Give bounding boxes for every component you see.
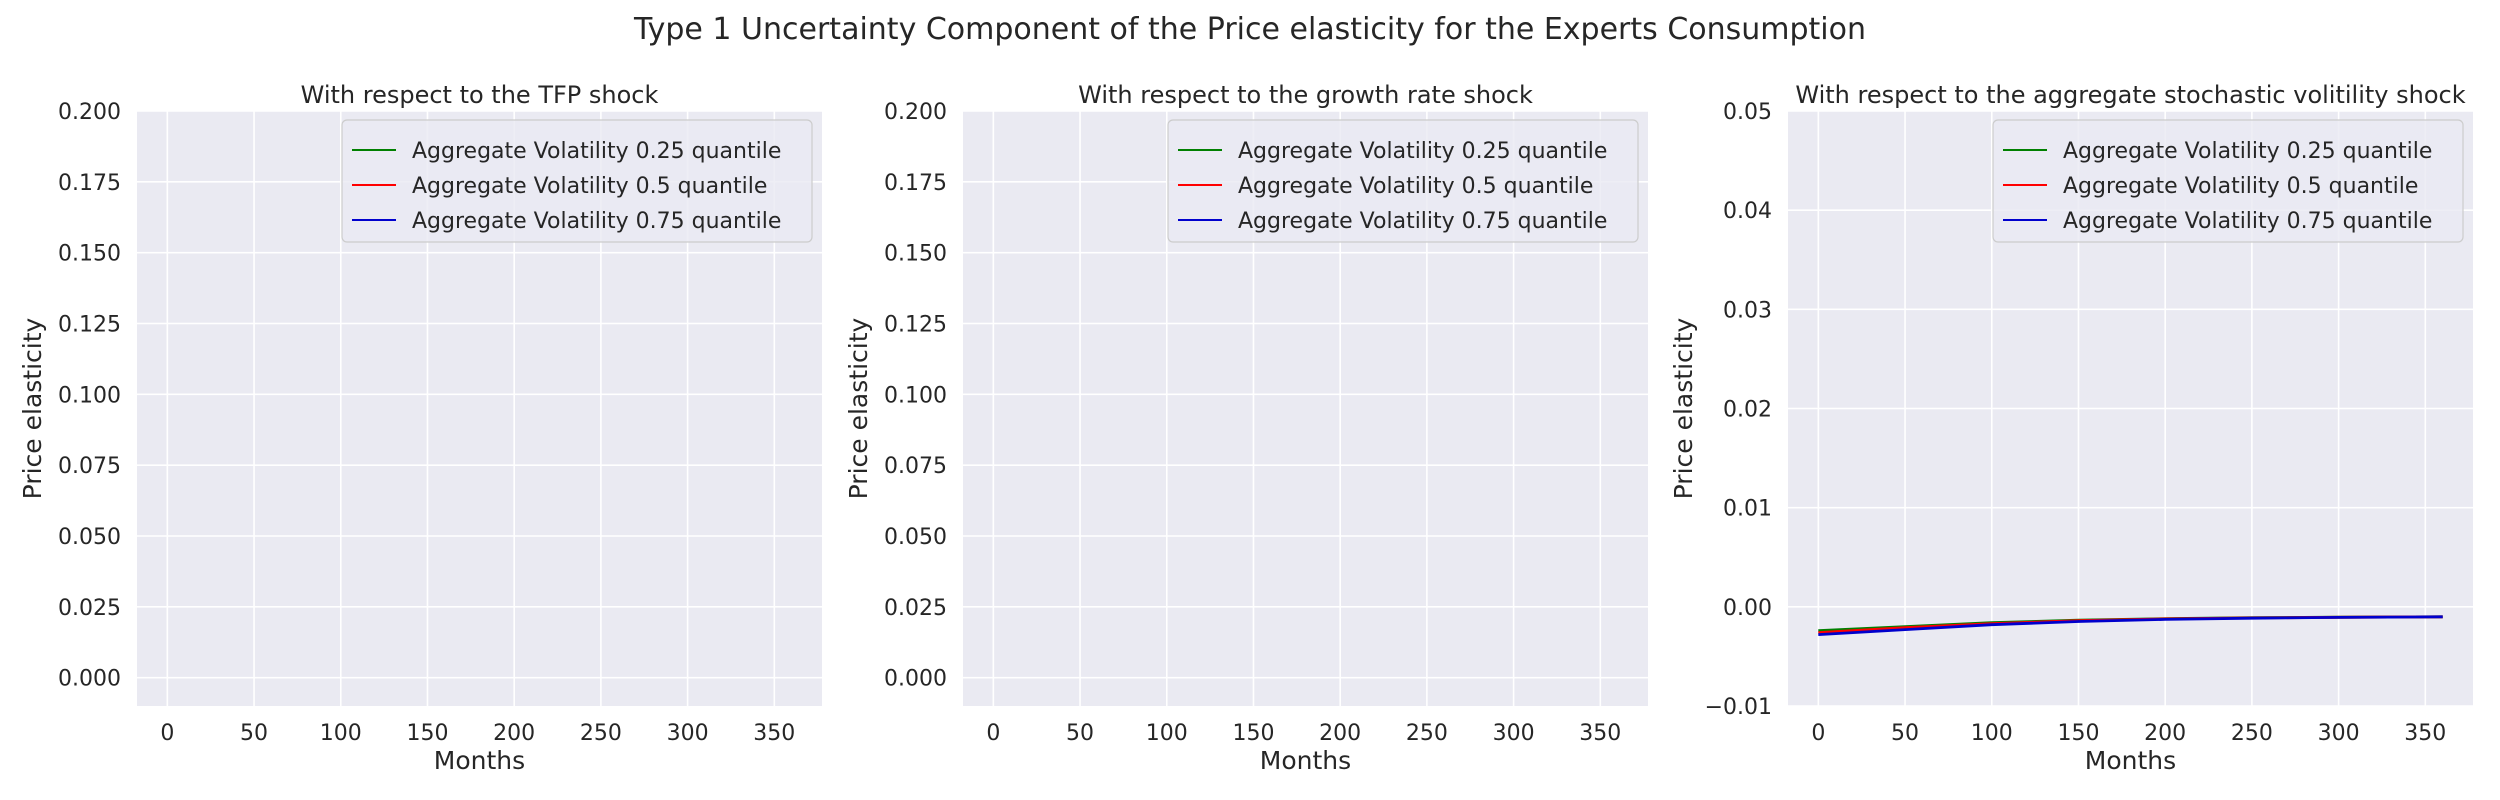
panel-title: With respect to the growth rate shock [1078,81,1533,109]
chart-panel-2: 0 50 100 150 200 250 300 350 0.000 0.025 0.050 0.07… [844,81,1648,775]
x-tick-label: 0 [160,721,174,746]
y-tick-label: 0.150 [884,242,947,267]
y-tick-label: 0.02 [1723,398,1772,423]
x-tick-label: 300 [1493,721,1535,746]
y-axis-label: Price elasticity [18,317,47,499]
legend-label: Aggregate Volatility 0.5 quantile [2063,174,2418,199]
y-tick-label: 0.050 [884,525,947,550]
chart-panel-3: 0 50 100 150 200 250 300 350 −0.01 0.00 0.01 0.02 0.… [1669,81,2473,775]
y-tick-label: 0.175 [884,171,947,196]
x-tick-label: 250 [1406,721,1448,746]
y-tick-label: 0.01 [1723,497,1772,522]
x-axis-label: Months [434,746,525,775]
legend-label: Aggregate Volatility 0.5 quantile [412,174,767,199]
series-line-3 [1818,615,2443,636]
panel-title: With respect to the aggregate stochastic… [1795,81,2465,109]
y-tick-label: 0.025 [58,596,121,621]
y-tick-label: 0.000 [884,667,947,692]
x-axis-label: Months [2085,746,2176,775]
legend-label: Aggregate Volatility 0.25 quantile [2063,139,2432,164]
x-tick-label: 300 [667,721,709,746]
legend-label: Aggregate Volatility 0.75 quantile [412,209,781,234]
x-tick-label: 250 [580,721,622,746]
y-axis-label: Price elasticity [844,317,873,499]
y-axis-label: Price elasticity [1669,317,1698,499]
legend-label: Aggregate Volatility 0.75 quantile [1238,209,1607,234]
y-tick-label: 0.100 [884,383,947,408]
figure-title: Type 1 Uncertainty Component of the Pric… [633,12,1866,47]
y-tick-label: 0.125 [58,313,121,338]
x-tick-label: 200 [493,721,535,746]
y-tick-label: 0.100 [58,383,121,408]
y-tick-label: 0.125 [884,313,947,338]
x-tick-label: 0 [986,721,1000,746]
x-tick-label: 50 [240,721,268,746]
y-tick-label: 0.03 [1723,298,1772,323]
x-tick-label: 100 [1971,721,2013,746]
y-tick-label: 0.075 [58,454,121,479]
legend: Aggregate Volatility 0.25 quantile Aggreg… [1167,119,1639,243]
x-tick-label: 350 [1579,721,1621,746]
legend-label: Aggregate Volatility 0.25 quantile [412,139,781,164]
legend: Aggregate Volatility 0.25 quantile Aggreg… [1992,119,2464,243]
x-tick-label: 150 [1232,721,1274,746]
y-tick-label: 0.075 [884,454,947,479]
x-tick-label: 0 [1811,721,1825,746]
chart-panel-1: 0 50 100 150 200 250 300 350 0.000 0.025 0.050 0.07… [18,81,822,775]
x-tick-label: 350 [753,721,795,746]
y-tick-label: 0.04 [1723,199,1772,224]
x-tick-label: 300 [2318,721,2360,746]
y-tick-label: 0.025 [884,596,947,621]
y-tick-label: 0.05 [1723,100,1772,125]
y-tick-label: 0.200 [58,100,121,125]
x-tick-label: 50 [1891,721,1919,746]
y-tick-label: 0.175 [58,171,121,196]
x-tick-label: 200 [2144,721,2186,746]
legend-box [341,119,813,243]
legend-box [1992,119,2464,243]
x-tick-label: 100 [1146,721,1188,746]
y-tick-label: 0.00 [1723,596,1772,621]
x-axis-label: Months [1260,746,1351,775]
x-tick-label: 100 [320,721,362,746]
x-tick-label: 50 [1066,721,1094,746]
y-tick-label: 0.150 [58,242,121,267]
x-tick-label: 200 [1319,721,1361,746]
x-tick-label: 150 [406,721,448,746]
x-tick-label: 250 [2231,721,2273,746]
legend-label: Aggregate Volatility 0.25 quantile [1238,139,1607,164]
legend-label: Aggregate Volatility 0.5 quantile [1238,174,1593,199]
y-tick-label: 0.050 [58,525,121,550]
x-tick-label: 350 [2404,721,2446,746]
legend-label: Aggregate Volatility 0.75 quantile [2063,209,2432,234]
panel-title: With respect to the TFP shock [301,81,659,109]
y-tick-label: 0.000 [58,667,121,692]
x-tick-label: 150 [2057,721,2099,746]
y-tick-label: 0.200 [884,100,947,125]
legend: Aggregate Volatility 0.25 quantile Aggreg… [341,119,813,243]
y-tick-label: −0.01 [1705,695,1772,720]
legend-box [1167,119,1639,243]
